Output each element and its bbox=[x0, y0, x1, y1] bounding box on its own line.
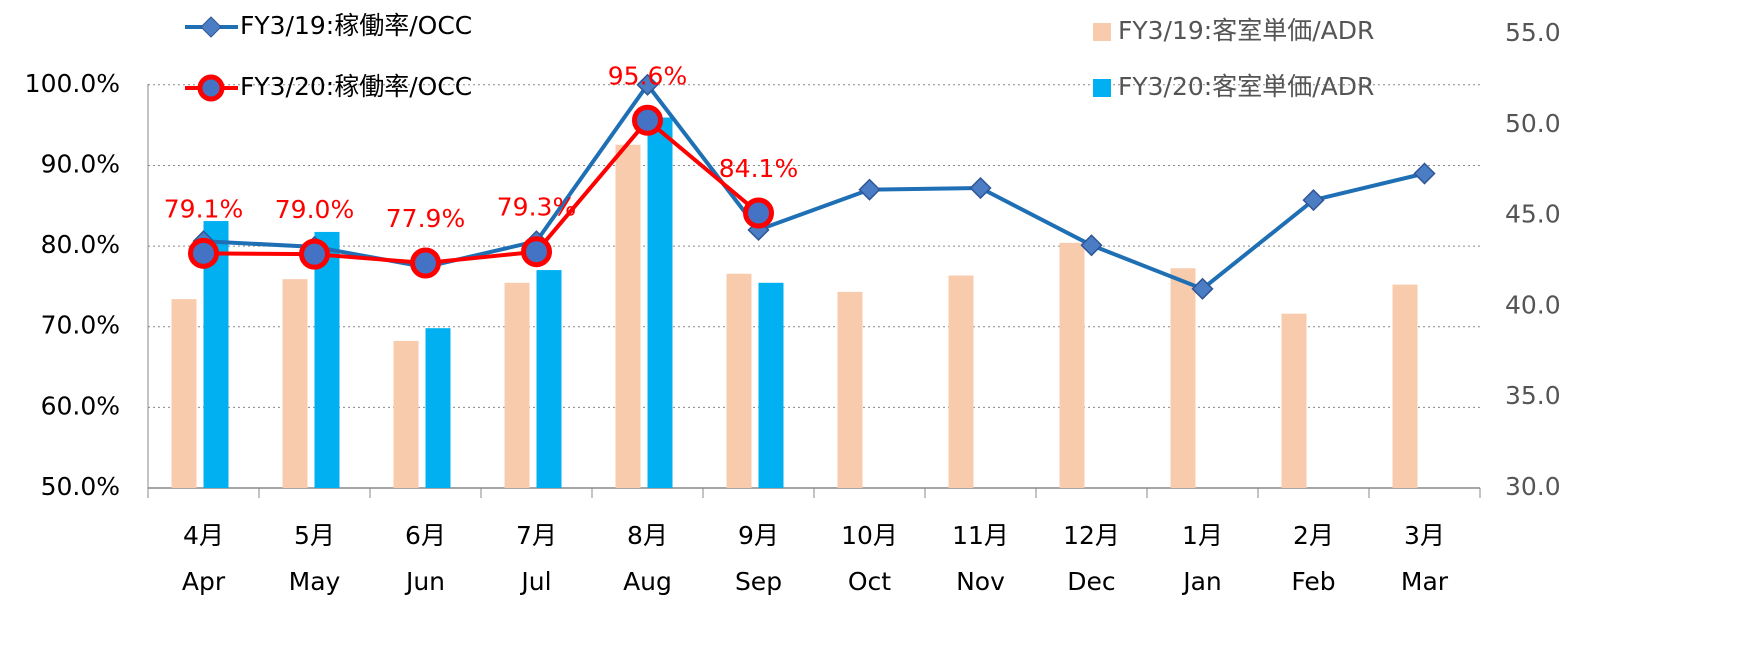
legend-label: FY3/19:稼働率/OCC bbox=[240, 11, 472, 40]
bar bbox=[726, 273, 752, 488]
y-tick-label: 50.0% bbox=[41, 472, 120, 501]
line bbox=[203, 81, 1425, 292]
x-tick-label: Aug bbox=[623, 567, 672, 596]
bar bbox=[647, 117, 673, 488]
bar bbox=[393, 340, 419, 488]
legend-swatch bbox=[1093, 23, 1111, 41]
marker bbox=[743, 197, 774, 229]
bar bbox=[1059, 242, 1085, 488]
y-tick-label: 70.0% bbox=[41, 311, 120, 340]
x-tick-label: 6月 bbox=[405, 521, 446, 550]
y-tick-label: 100.0% bbox=[25, 69, 120, 98]
y2-tick-label: 35.0 bbox=[1505, 381, 1561, 410]
legend-marker bbox=[200, 16, 222, 38]
x-tick-label: 7月 bbox=[516, 521, 557, 550]
x-tick-label: Oct bbox=[848, 567, 891, 596]
marker bbox=[969, 176, 992, 200]
marker bbox=[1413, 162, 1436, 185]
y-tick-label: 60.0% bbox=[41, 391, 120, 420]
data-label: 79.3% bbox=[497, 193, 576, 222]
data-label: 79.1% bbox=[164, 194, 243, 223]
x-tick-label: Apr bbox=[182, 567, 226, 596]
line bbox=[203, 117, 760, 266]
marker bbox=[1302, 189, 1325, 212]
x-tick-label: Nov bbox=[956, 567, 1005, 596]
marker bbox=[858, 178, 881, 201]
x-tick-label: 5月 bbox=[294, 521, 335, 550]
data-label: 77.9% bbox=[386, 204, 465, 233]
legend-label: FY3/20:客室単価/ADR bbox=[1118, 72, 1374, 101]
x-tick-label: 3月 bbox=[1404, 521, 1445, 550]
x-tick-label: 4月 bbox=[183, 521, 224, 550]
x-tick-label: Dec bbox=[1067, 567, 1115, 596]
x-tick-label: 9月 bbox=[738, 521, 779, 550]
x-tick-label: 10月 bbox=[841, 521, 898, 550]
x-tick-label: Feb bbox=[1291, 567, 1335, 596]
marker bbox=[299, 238, 330, 270]
data-label: 95.6% bbox=[608, 61, 687, 90]
bar bbox=[171, 299, 197, 488]
x-tick-label: May bbox=[289, 567, 341, 596]
legend-label: FY3/20:稼働率/OCC bbox=[240, 72, 472, 101]
bar bbox=[837, 291, 863, 488]
legend-marker bbox=[197, 74, 225, 102]
x-tick-label: 1月 bbox=[1182, 521, 1223, 550]
y2-tick-label: 30.0 bbox=[1505, 472, 1561, 501]
bar bbox=[1392, 284, 1418, 488]
x-tick-label: 8月 bbox=[627, 521, 668, 550]
bar bbox=[948, 275, 974, 488]
legend-label: FY3/19:客室単価/ADR bbox=[1118, 16, 1374, 45]
marker bbox=[410, 247, 441, 279]
marker bbox=[636, 73, 659, 96]
y2-tick-label: 55.0 bbox=[1505, 18, 1561, 47]
bar bbox=[536, 270, 562, 488]
bar bbox=[314, 231, 340, 488]
legend-swatch bbox=[1093, 79, 1111, 97]
data-label: 84.1% bbox=[719, 154, 798, 183]
marker bbox=[1080, 234, 1103, 257]
bar bbox=[425, 328, 451, 488]
x-tick-label: 12月 bbox=[1063, 521, 1120, 550]
bar bbox=[758, 282, 784, 488]
x-tick-label: Sep bbox=[735, 567, 782, 596]
x-tick-label: Jan bbox=[1181, 567, 1222, 596]
x-tick-label: Mar bbox=[1401, 567, 1449, 596]
x-tick-label: 2月 bbox=[1293, 521, 1334, 550]
y2-tick-label: 50.0 bbox=[1505, 109, 1561, 138]
bar bbox=[615, 144, 641, 488]
bar bbox=[282, 279, 308, 488]
y2-tick-label: 40.0 bbox=[1505, 290, 1561, 319]
marker bbox=[1191, 277, 1214, 300]
bar bbox=[1170, 268, 1196, 488]
x-tick-label: Jul bbox=[519, 567, 551, 596]
y-tick-label: 90.0% bbox=[41, 149, 120, 178]
marker bbox=[188, 237, 219, 269]
bar bbox=[504, 282, 530, 488]
marker bbox=[632, 104, 663, 136]
y-tick-label: 80.0% bbox=[41, 230, 120, 259]
bar bbox=[1281, 313, 1307, 488]
data-label: 79.0% bbox=[275, 195, 354, 224]
x-tick-label: Jun bbox=[404, 567, 445, 596]
y2-tick-label: 45.0 bbox=[1505, 200, 1561, 229]
x-tick-label: 11月 bbox=[952, 521, 1009, 550]
marker bbox=[521, 236, 552, 268]
